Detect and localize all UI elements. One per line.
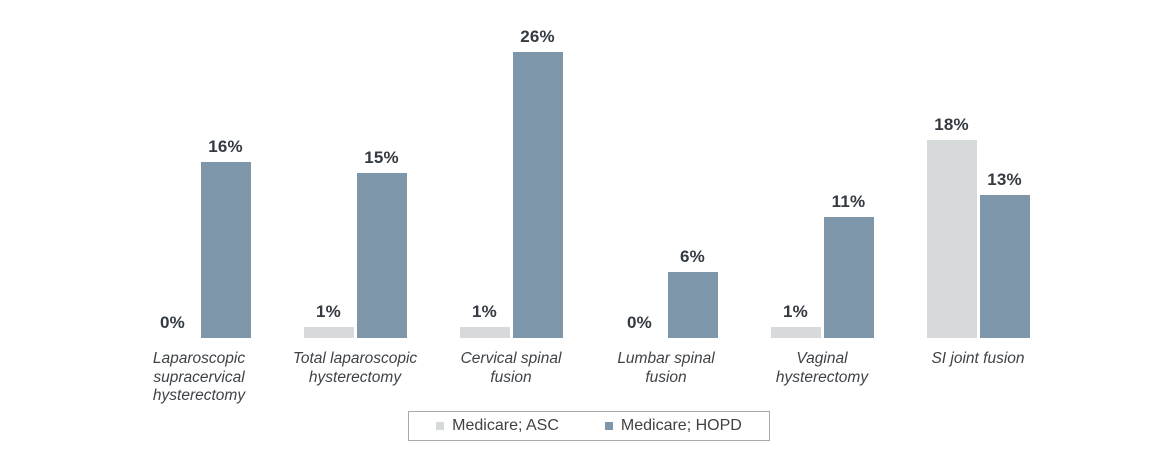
- bar-value-label: 1%: [783, 302, 808, 321]
- bar-value-label: 26%: [520, 27, 555, 46]
- bar-value-label: 1%: [472, 302, 497, 321]
- category-label: SI joint fusion: [931, 350, 1025, 367]
- category-label: Lumbar spinal fusion: [617, 350, 715, 386]
- bar-value-label: 13%: [987, 170, 1022, 189]
- category-label: Total laparoscopic hysterectomy: [292, 350, 418, 386]
- legend-swatch-hopd-icon: [604, 422, 613, 430]
- bar-medicare-asc: [926, 140, 977, 338]
- bar-value-label: 11%: [831, 192, 866, 211]
- category-label: Vaginal hysterectomy: [775, 350, 869, 386]
- legend-item-medicare-asc: Medicare; ASC: [436, 417, 559, 435]
- bar-medicare-asc: [459, 327, 510, 338]
- bar-medicare-hopd: [823, 217, 874, 338]
- category-label: Laparoscopic supracervical hysterectomy: [152, 350, 246, 404]
- bar-medicare-asc: [770, 327, 821, 338]
- bar-value-label: 15%: [364, 148, 399, 167]
- bar-medicare-hopd: [979, 195, 1030, 338]
- bar-value-label: 1%: [316, 302, 341, 321]
- bar-value-label: 16%: [208, 137, 243, 156]
- bar-medicare-hopd: [512, 52, 563, 338]
- bar-value-label: 18%: [934, 115, 969, 134]
- category-label: Cervical spinal fusion: [460, 350, 562, 386]
- bar-value-label: 6%: [680, 247, 705, 266]
- bar-medicare-asc: [303, 327, 354, 338]
- bar-medicare-hopd: [356, 173, 407, 338]
- plot-area: 0% 16% 1% 15% 1% 26% 0% 6% 1% 11% 18% 13%: [160, 27, 1030, 338]
- legend-label-medicare-hopd: Medicare; HOPD: [620, 417, 742, 434]
- legend-swatch-asc-icon: [436, 422, 445, 430]
- bar-value-label: 0%: [627, 313, 652, 332]
- legend-item-medicare-hopd: Medicare; HOPD: [604, 417, 742, 435]
- bar-value-label: 0%: [160, 313, 185, 332]
- bar-medicare-hopd: [200, 162, 251, 338]
- legend-label-medicare-asc: Medicare; ASC: [452, 417, 559, 434]
- legend: Medicare; ASC Medicare; HOPD: [408, 411, 770, 441]
- bar-medicare-hopd: [667, 272, 718, 338]
